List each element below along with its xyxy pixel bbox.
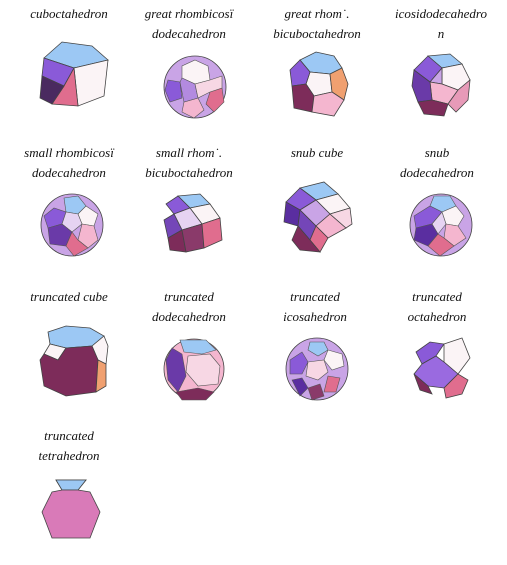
solid-snub-dodecahedron: snub dodecahedron xyxy=(378,143,496,183)
solid-truncated-dodecahedron: truncated dodecahedron xyxy=(130,287,248,327)
solid-label: truncated icosahedron xyxy=(283,289,347,324)
solid-label: snub cube xyxy=(290,145,344,160)
solid-label: great rhombicosï dodecahedron xyxy=(144,6,234,41)
solid-great-rhombicosidodecahedron: great rhombicosï dodecahedron xyxy=(130,4,248,44)
small-rhombicosidodecahedron-icon xyxy=(40,193,104,257)
solid-snub-cube: snub cube xyxy=(258,143,376,163)
great-rhombicuboctahedron-icon xyxy=(289,51,349,117)
solid-truncated-tetrahedron: truncated tetrahedron xyxy=(10,426,128,466)
truncated-cube-icon xyxy=(39,325,109,397)
snub-cube-icon xyxy=(283,181,353,253)
solid-label: truncated tetrahedron xyxy=(38,428,100,463)
small-rhombicuboctahedron-icon xyxy=(163,193,223,253)
solid-truncated-icosahedron: truncated icosahedron xyxy=(256,287,374,327)
solid-great-rhombicuboctahedron: great rhom˙. bicuboctahedron xyxy=(258,4,376,44)
solid-label: snub dodecahedron xyxy=(400,145,474,180)
solid-label: small rhom˙. bicuboctahedron xyxy=(145,145,233,180)
solid-truncated-octahedron: truncated octahedron xyxy=(378,287,496,327)
truncated-octahedron-icon xyxy=(413,337,471,399)
truncated-dodecahedron-icon xyxy=(163,338,225,401)
solid-label: great rhom˙. bicuboctahedron xyxy=(273,6,361,41)
solid-truncated-cube: truncated cube xyxy=(10,287,128,307)
solid-cuboctahedron: cuboctahedron xyxy=(10,4,128,24)
snub-dodecahedron-icon xyxy=(409,193,473,257)
solid-small-rhombicosidodecahedron: small rhombicosï dodecahedron xyxy=(10,143,128,183)
cuboctahedron-icon xyxy=(39,41,109,107)
solid-label: truncated octahedron xyxy=(407,289,467,324)
great-rhombicosidodecahedron-icon xyxy=(163,55,227,119)
solid-label: small rhombicosï dodecahedron xyxy=(24,145,114,180)
solid-small-rhombicuboctahedron: small rhom˙. bicuboctahedron xyxy=(130,143,248,183)
solid-label: icosidodecahedro n xyxy=(395,6,487,41)
truncated-tetrahedron-icon xyxy=(41,479,101,539)
solid-icosidodecahedron: icosidodecahedro n xyxy=(382,4,500,44)
icosidodecahedron-icon xyxy=(411,53,471,117)
solid-label: truncated dodecahedron xyxy=(152,289,226,324)
solid-label: cuboctahedron xyxy=(30,6,108,21)
truncated-icosahedron-icon xyxy=(285,337,349,401)
solid-label: truncated cube xyxy=(30,289,108,304)
